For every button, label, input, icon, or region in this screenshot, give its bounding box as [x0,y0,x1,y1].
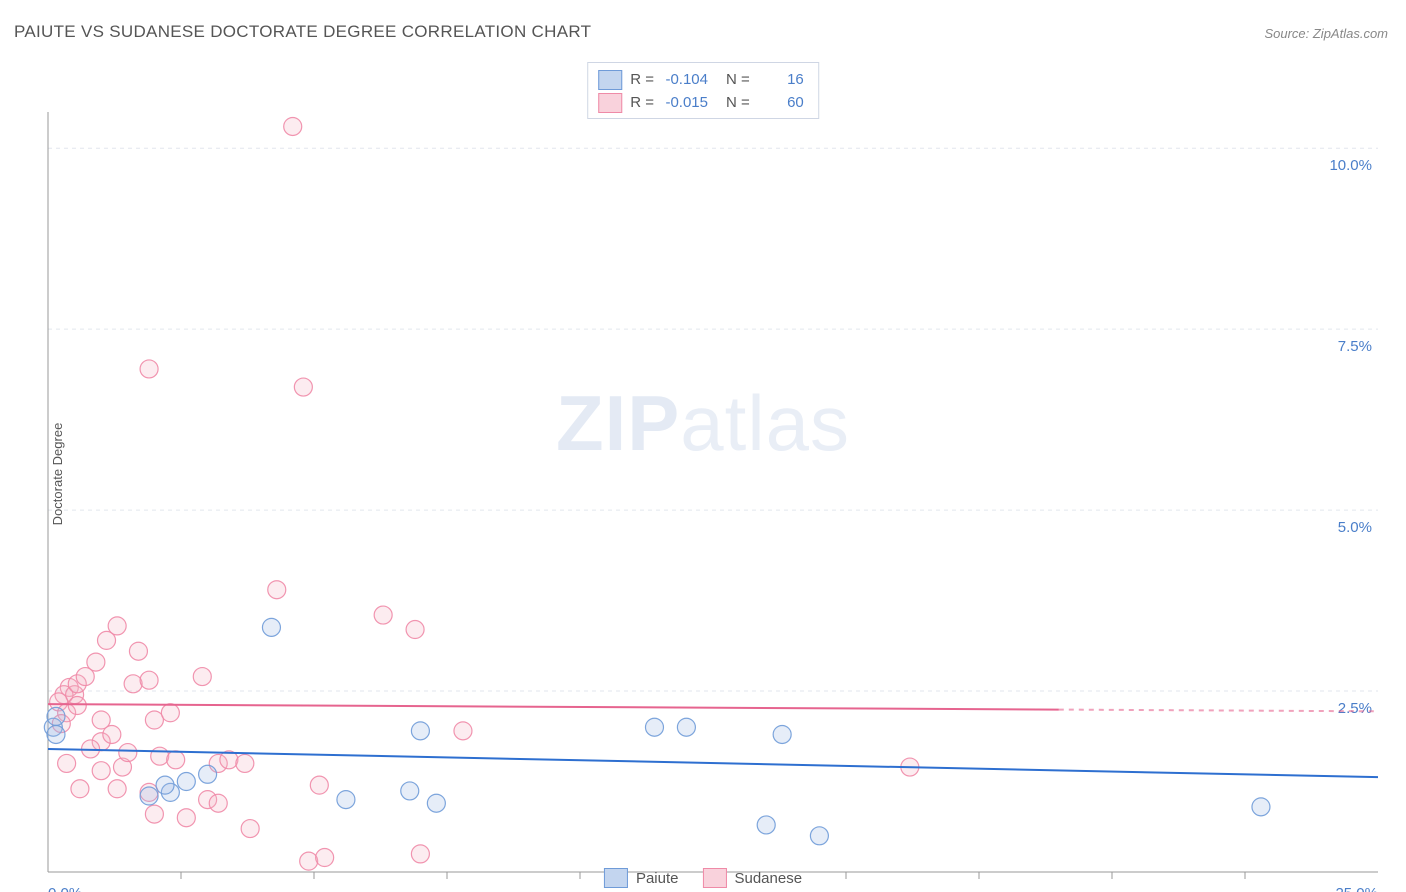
chart-container: Doctorate Degree 2.5% 5.0% 7.5% 10.0% 0.0% 25… [0,56,1406,892]
scatter-point [262,618,280,636]
scatter-point [310,776,328,794]
legend-swatch [598,93,622,113]
scatter-point [316,849,334,867]
r-value: -0.015 [662,92,708,115]
svg-text:2.5%: 2.5% [1338,700,1372,717]
scatter-point [401,782,419,800]
scatter-point [411,845,429,863]
scatter-point [406,621,424,639]
r-value: -0.104 [662,69,708,92]
legend-swatch [702,868,726,888]
scatter-point [645,718,663,736]
legend-stat-row: R = -0.015 N = 60 [598,92,804,115]
scatter-point [108,780,126,798]
scatter-point [167,751,185,769]
scatter-point [140,671,158,689]
r-label: R = [630,69,654,92]
r-label: R = [630,92,654,115]
scatter-point [58,754,76,772]
scatter-point [241,820,259,838]
correlation-stats-legend: R = -0.104 N = 16 R = -0.015 N = 60 [587,62,819,119]
svg-text:7.5%: 7.5% [1338,338,1372,355]
svg-text:25.0%: 25.0% [1335,885,1378,892]
scatter-point [68,697,86,715]
y-axis-label: Doctorate Degree [50,423,65,526]
scatter-point [236,754,254,772]
scatter-point [177,773,195,791]
scatter-point [193,668,211,686]
regression-line-dashed [1059,710,1378,712]
scatter-point [199,765,217,783]
scatter-point [757,816,775,834]
scatter-point [140,360,158,378]
scatter-point [92,762,110,780]
legend-swatch [604,868,628,888]
scatter-point [156,776,174,794]
scatter-point [209,794,227,812]
scatter-point [151,747,169,765]
scatter-point [140,787,158,805]
source-attribution: Source: ZipAtlas.com [1264,26,1388,41]
scatter-point [71,780,89,798]
correlation-scatter-chart: 2.5% 5.0% 7.5% 10.0% 0.0% 25.0% [0,56,1406,892]
n-label: N = [726,92,750,115]
regression-line [48,704,1059,710]
scatter-point [374,606,392,624]
chart-title: PAIUTE VS SUDANESE DOCTORATE DEGREE CORR… [14,22,591,42]
legend-item: Paiute [604,868,679,888]
scatter-point [177,809,195,827]
scatter-point [284,117,302,135]
svg-text:0.0%: 0.0% [48,885,82,892]
scatter-point [300,852,318,870]
scatter-point [119,744,137,762]
scatter-point [411,722,429,740]
scatter-point [427,794,445,812]
scatter-point [773,725,791,743]
n-label: N = [726,69,750,92]
svg-text:10.0%: 10.0% [1329,157,1372,174]
legend-swatch [598,70,622,90]
series-legend: Paiute Sudanese [604,868,802,888]
scatter-point [810,827,828,845]
scatter-point [47,707,65,725]
scatter-point [47,725,65,743]
scatter-point [145,711,163,729]
scatter-point [87,653,105,671]
scatter-point [108,617,126,635]
scatter-point [294,378,312,396]
n-value: 16 [758,69,804,92]
scatter-point [161,704,179,722]
scatter-point [677,718,695,736]
legend-item: Sudanese [702,868,802,888]
scatter-point [145,805,163,823]
scatter-point [454,722,472,740]
scatter-point [124,675,142,693]
legend-label: Sudanese [734,870,802,887]
legend-label: Paiute [636,870,679,887]
svg-text:5.0%: 5.0% [1338,519,1372,536]
n-value: 60 [758,92,804,115]
scatter-point [92,711,110,729]
scatter-point [129,642,147,660]
legend-stat-row: R = -0.104 N = 16 [598,69,804,92]
scatter-point [1252,798,1270,816]
scatter-point [268,581,286,599]
scatter-point [337,791,355,809]
